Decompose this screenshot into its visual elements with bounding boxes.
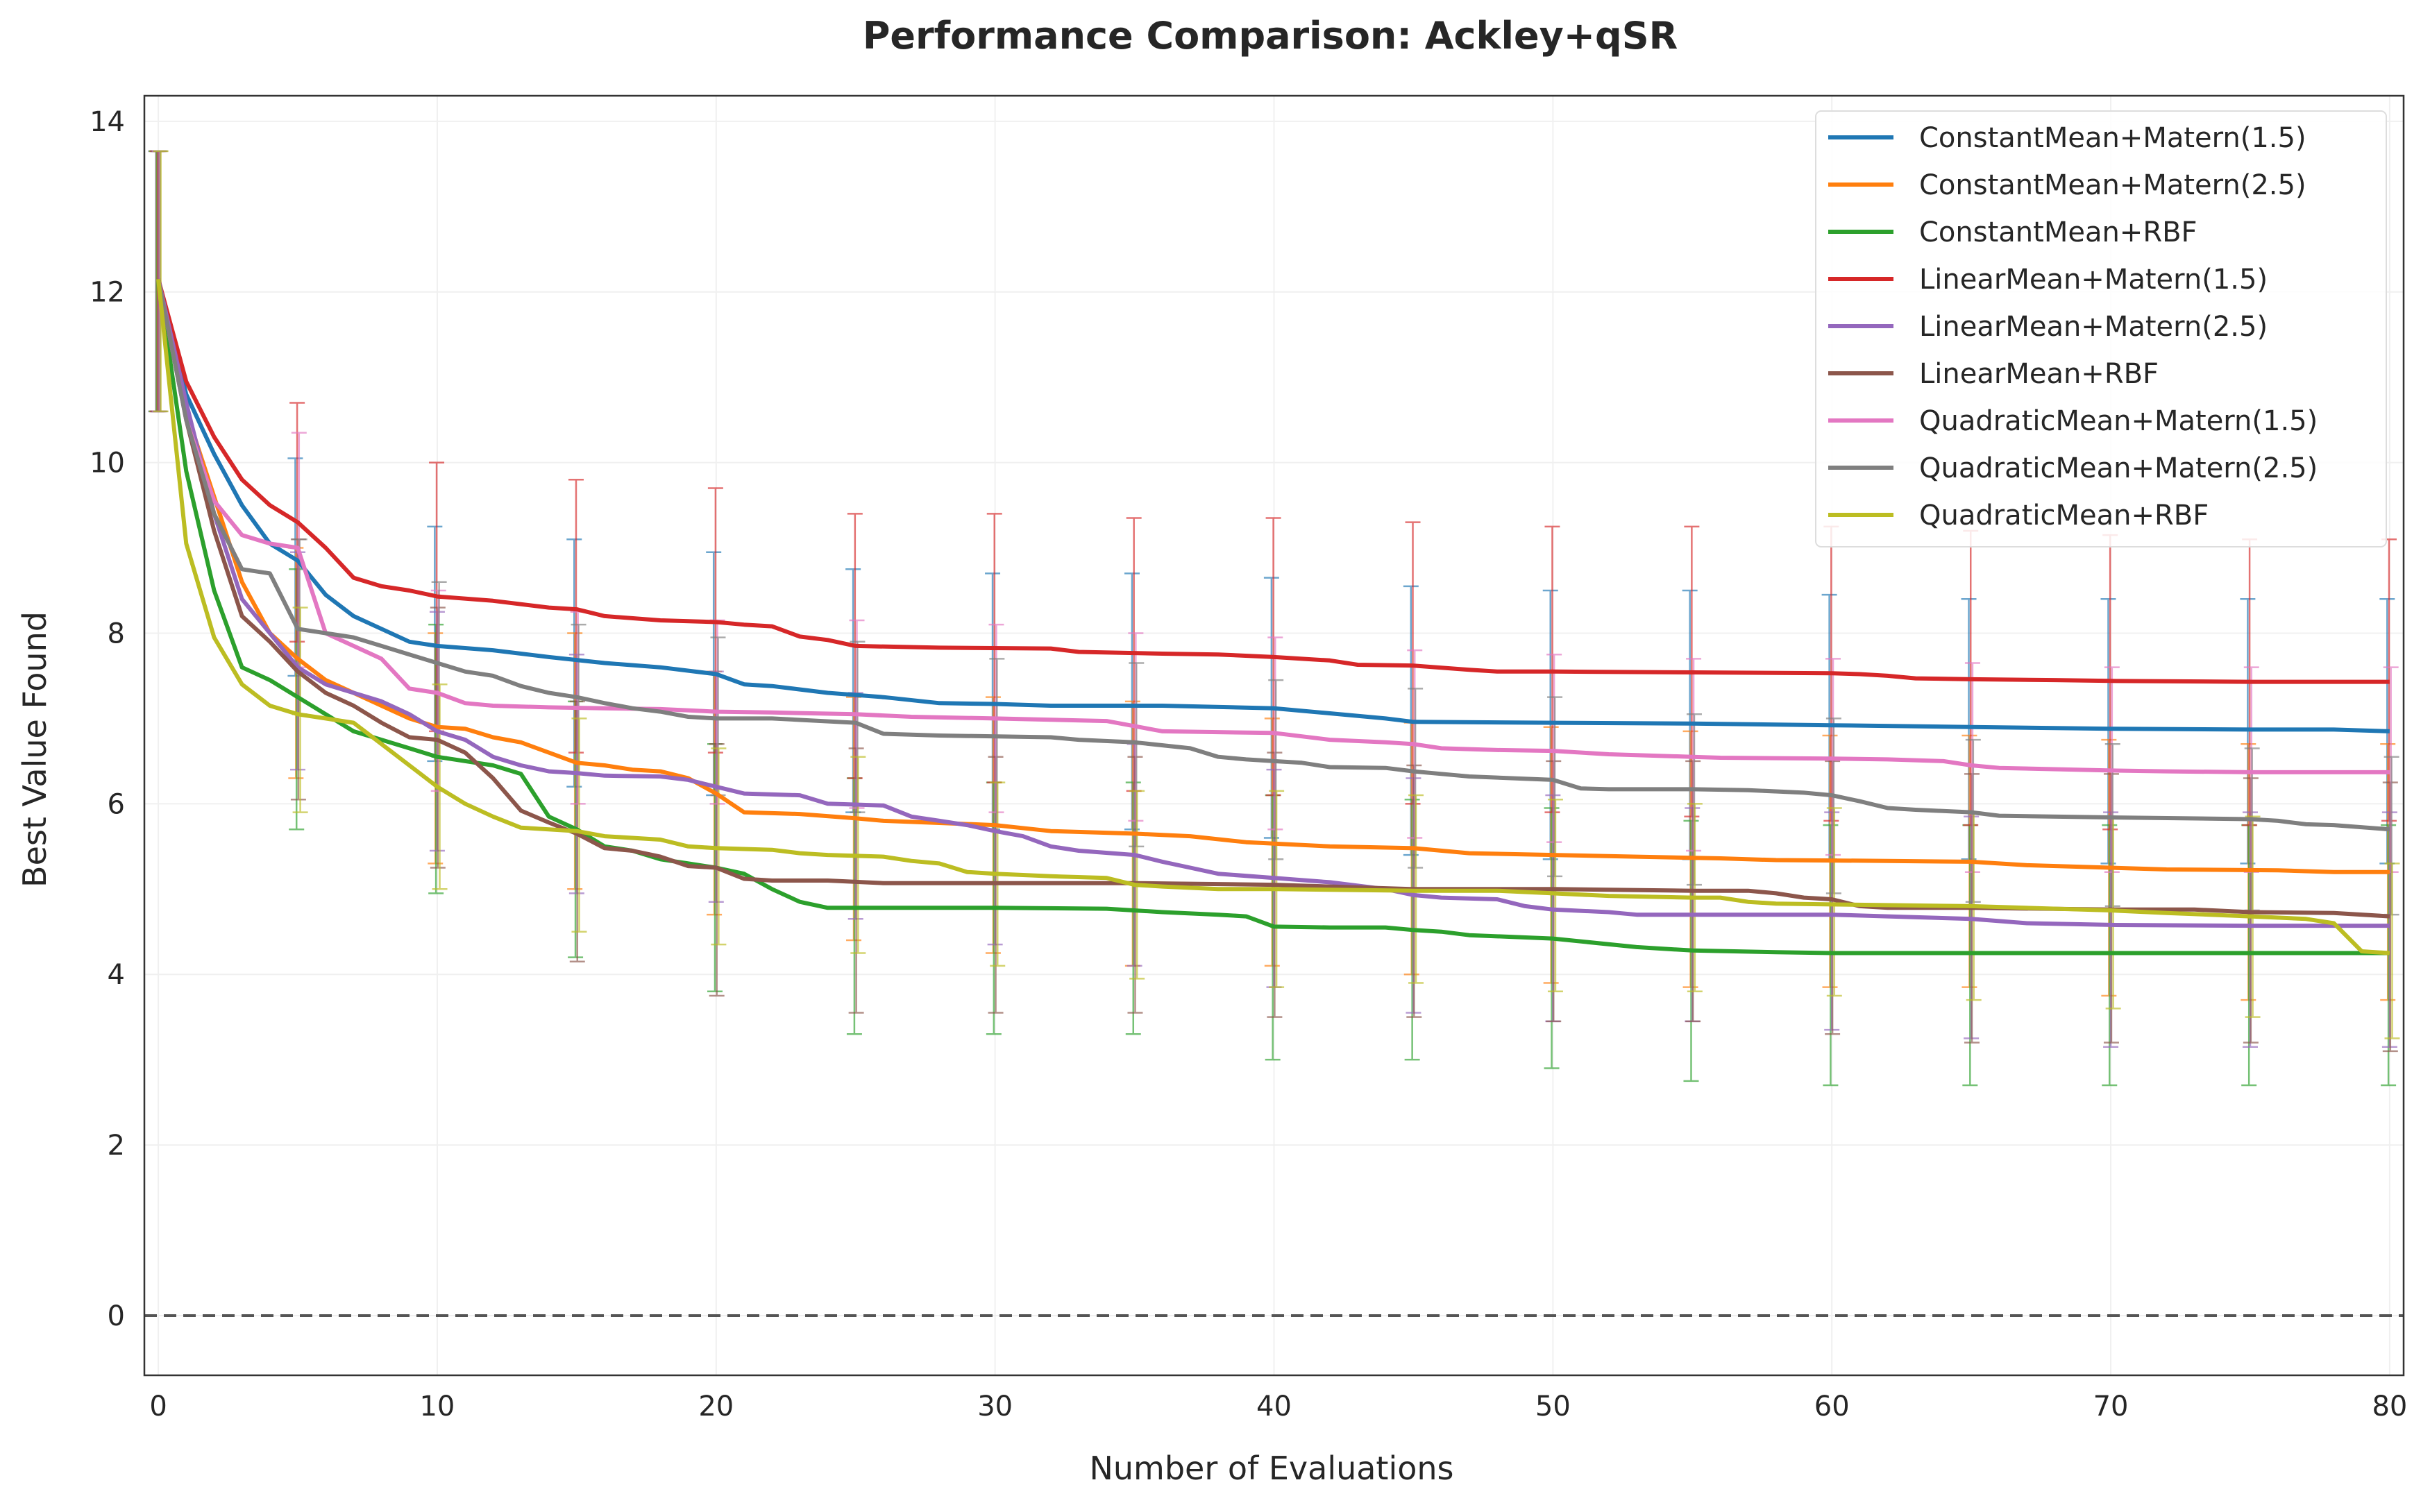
error-bar-quadraticmean-rbf bbox=[571, 717, 587, 933]
plot-area bbox=[143, 94, 2405, 1377]
legend-label-quadraticmean-rbf: QuadraticMean+RBF bbox=[1919, 500, 2209, 532]
x-axis-ticks: 0 10 20 30 40 50 60 70 80 bbox=[149, 1391, 2407, 1422]
legend-label-quadraticmean-matern-2-5: QuadraticMean+Matern(2.5) bbox=[1919, 452, 2318, 484]
series-line-quadraticmean-matern-1-5 bbox=[156, 278, 2390, 774]
x-tick-label: 80 bbox=[2372, 1391, 2407, 1422]
legend-label-linearmean-rbf: LinearMean+RBF bbox=[1919, 358, 2159, 390]
series-line-linearmean-matern-1-5 bbox=[156, 278, 2390, 684]
y-axis-ticks: 0 2 4 6 8 10 12 14 bbox=[90, 106, 125, 1332]
y-axis-label: Best Value Found bbox=[16, 611, 53, 887]
error-bar-quadraticmean-rbf bbox=[292, 606, 308, 813]
x-axis-label: Number of Evaluations bbox=[1089, 1450, 1453, 1487]
error-bar-constantmean-rbf bbox=[2381, 824, 2397, 1087]
x-tick-label: 30 bbox=[977, 1391, 1013, 1422]
y-tick-label: 14 bbox=[90, 106, 125, 138]
x-tick-label: 70 bbox=[2093, 1391, 2129, 1422]
series-line-linearmean-matern-2-5 bbox=[156, 278, 2390, 928]
x-tick-label: 0 bbox=[149, 1391, 167, 1422]
y-tick-label: 2 bbox=[108, 1130, 125, 1162]
legend-label-linearmean-matern-2-5: LinearMean+Matern(2.5) bbox=[1919, 311, 2268, 343]
y-tick-label: 12 bbox=[90, 277, 125, 309]
x-tick-label: 60 bbox=[1814, 1391, 1850, 1422]
series-line-quadraticmean-rbf bbox=[156, 278, 2390, 955]
x-tick-label: 20 bbox=[698, 1391, 734, 1422]
legend-label-linearmean-matern-1-5: LinearMean+Matern(1.5) bbox=[1919, 264, 2268, 296]
y-tick-label: 10 bbox=[90, 448, 125, 479]
x-tick-label: 50 bbox=[1535, 1391, 1571, 1422]
legend-box bbox=[1815, 110, 2387, 547]
legend-label-quadraticmean-matern-1-5: QuadraticMean+Matern(1.5) bbox=[1919, 405, 2318, 437]
chart-title: Performance Comparison: Ackley+qSR bbox=[863, 14, 1678, 58]
x-tick-label: 10 bbox=[419, 1391, 455, 1422]
series-line-quadraticmean-matern-2-5 bbox=[156, 278, 2390, 832]
legend-label-constantmean-rbf: ConstantMean+RBF bbox=[1919, 216, 2197, 248]
legend-label-constantmean-matern-1-5: ConstantMean+Matern(1.5) bbox=[1919, 122, 2306, 154]
error-bar-quadraticmean-rbf bbox=[2384, 863, 2400, 1039]
series-line-constantmean-matern-1-5 bbox=[156, 278, 2390, 733]
x-tick-label: 40 bbox=[1256, 1391, 1292, 1422]
y-tick-label: 8 bbox=[108, 618, 125, 649]
series-lines bbox=[156, 278, 2390, 955]
y-tick-label: 0 bbox=[108, 1300, 125, 1332]
legend: ConstantMean+Matern(1.5) ConstantMean+Mat… bbox=[1815, 110, 2387, 547]
y-tick-label: 6 bbox=[108, 788, 125, 820]
y-tick-label: 4 bbox=[108, 959, 125, 991]
series-line-constantmean-rbf bbox=[156, 278, 2390, 955]
legend-label-constantmean-matern-2-5: ConstantMean+Matern(2.5) bbox=[1919, 169, 2306, 201]
error-bar-constantmean-rbf bbox=[1823, 824, 1839, 1087]
